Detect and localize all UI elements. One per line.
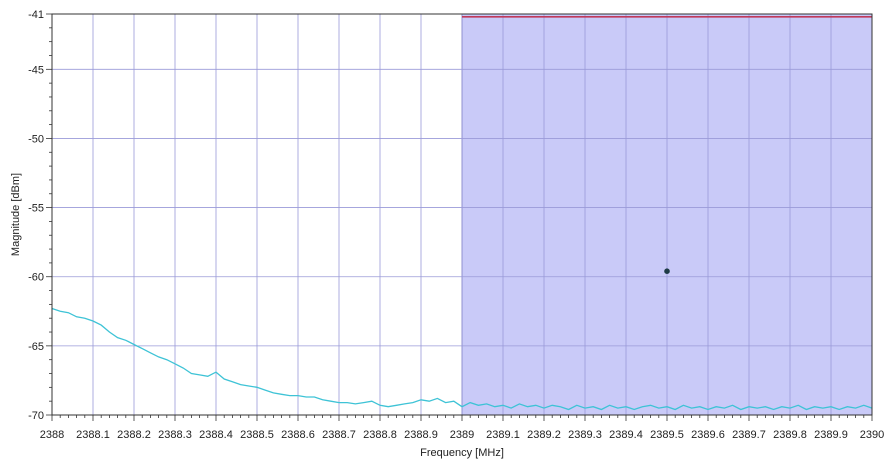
x-tick-label: 2388 [40,429,64,441]
x-tick-label: 2389.9 [814,429,848,441]
y-axis-title: Magnitude [dBm] [10,173,22,256]
y-tick-label: -50 [28,133,44,145]
x-tick-label: 2388.6 [281,429,315,441]
marker-point[interactable] [664,268,670,274]
x-tick-label: 2389.8 [773,429,807,441]
x-tick-label: 2389.1 [486,429,520,441]
x-tick-label: 2389.4 [609,429,643,441]
x-tick-label: 2388.9 [404,429,438,441]
y-tick-label: -45 [28,64,44,76]
x-tick-label: 2389.7 [732,429,766,441]
x-tick-label: 2388.7 [322,429,356,441]
x-tick-label: 2388.4 [199,429,233,441]
x-tick-label: 2390 [860,429,884,441]
x-tick-label: 2389.3 [568,429,602,441]
x-tick-label: 2388.8 [363,429,397,441]
series-line [51,307,873,411]
x-axis-title: Frequency [MHz] [420,447,504,459]
y-tick-label: -60 [28,272,44,284]
y-tick-label: -41 [28,9,44,21]
x-tick-label: 2389.6 [691,429,725,441]
x-tick-label: 2388.5 [240,429,274,441]
x-tick-label: 2388.3 [158,429,192,441]
y-tick-label: -55 [28,203,44,215]
x-tick-label: 2389.5 [650,429,684,441]
x-tick-label: 2389 [450,429,474,441]
x-tick-label: 2388.2 [117,429,151,441]
x-tick-label: 2389.2 [527,429,561,441]
y-tick-label: -65 [28,341,44,353]
x-tick-label: 2388.1 [76,429,110,441]
y-tick-label: -70 [28,410,44,422]
